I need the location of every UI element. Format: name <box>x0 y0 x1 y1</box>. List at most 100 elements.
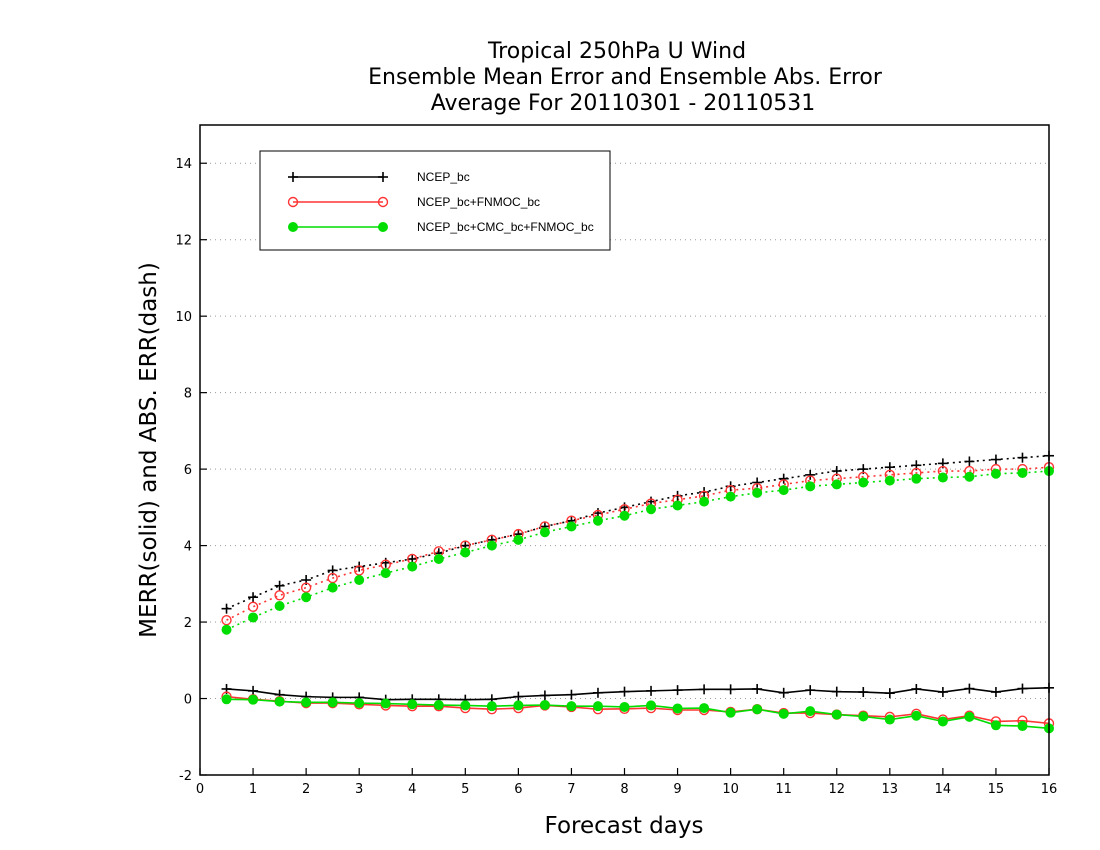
plus-marker <box>858 687 869 698</box>
x-tick-label: 3 <box>355 782 363 797</box>
abs-err-line <box>226 466 1050 621</box>
filled-circle-marker <box>248 694 259 705</box>
plus-marker <box>937 687 948 698</box>
filled-circle-marker <box>327 582 338 593</box>
x-tick-label: 0 <box>196 782 204 797</box>
filled-circle-marker <box>725 707 736 718</box>
plus-marker <box>778 687 789 698</box>
filled-circle-marker <box>380 568 391 579</box>
filled-circle-marker <box>725 491 736 502</box>
plus-marker <box>1017 683 1028 694</box>
y-tick-label: 8 <box>184 387 192 402</box>
filled-circle-marker <box>990 468 1001 479</box>
filled-circle-marker <box>964 471 975 482</box>
plus-marker <box>646 685 657 696</box>
filled-circle-marker <box>805 481 816 492</box>
filled-circle-marker <box>407 561 418 572</box>
open-circle-marker <box>247 601 259 612</box>
filled-circle-marker <box>288 222 298 232</box>
chart-title-line-3: Average For 20110301 - 20110531 <box>431 91 816 116</box>
plus-marker <box>274 580 285 591</box>
filled-circle-marker <box>646 504 657 515</box>
plus-marker <box>990 687 1001 698</box>
x-tick-label: 14 <box>935 782 952 797</box>
plus-marker <box>752 477 763 488</box>
filled-circle-marker <box>380 698 391 709</box>
x-tick-label: 1 <box>249 782 257 797</box>
abs-err-line <box>226 454 1050 610</box>
filled-circle-marker <box>274 696 285 707</box>
open-circle-marker <box>221 614 232 626</box>
merr-line <box>226 695 1050 725</box>
open-circle-marker <box>353 565 365 576</box>
x-tick-label: 9 <box>673 782 681 797</box>
y-tick-label: 0 <box>184 693 192 708</box>
plus-marker <box>699 684 710 695</box>
filled-circle-marker <box>937 472 948 483</box>
abs-err-line <box>226 470 1050 631</box>
open-circle-marker <box>300 582 312 593</box>
filled-circle-marker <box>778 485 789 496</box>
filled-circle-marker <box>354 575 365 585</box>
filled-circle-marker <box>752 487 763 498</box>
plus-marker <box>1017 452 1028 463</box>
filled-circle-marker <box>752 704 763 715</box>
x-axis-label: Forecast days <box>545 813 704 839</box>
filled-circle-marker <box>327 697 338 708</box>
filled-circle-marker <box>778 708 789 719</box>
filled-circle-marker <box>619 701 630 712</box>
filled-circle-marker <box>433 553 444 564</box>
open-circle-marker <box>377 196 389 208</box>
plus-marker <box>990 454 1001 465</box>
x-tick-label: 16 <box>1041 782 1058 797</box>
filled-circle-marker <box>858 477 869 488</box>
filled-circle-marker <box>301 697 312 708</box>
y-tick-label: 14 <box>175 157 192 172</box>
series-markers <box>221 450 1055 734</box>
legend-label: NCEP_bc+CMC_bc+FNMOC_bc <box>417 220 594 234</box>
filled-circle-marker <box>460 700 471 711</box>
filled-circle-marker <box>592 701 603 712</box>
x-tick-label: 7 <box>567 782 575 797</box>
plus-marker <box>288 172 298 182</box>
plus-marker <box>248 592 259 603</box>
x-tick-label: 13 <box>882 782 899 797</box>
filled-circle-marker <box>221 624 232 635</box>
filled-circle-marker <box>831 709 842 720</box>
legend-label: NCEP_bc+FNMOC_bc <box>417 195 540 209</box>
filled-circle-marker <box>592 515 603 526</box>
filled-circle-marker <box>699 703 710 714</box>
plus-marker <box>566 689 577 700</box>
plus-marker <box>221 603 232 614</box>
filled-circle-marker <box>566 521 577 532</box>
filled-circle-marker <box>858 711 869 722</box>
filled-circle-marker <box>433 700 444 711</box>
filled-circle-marker <box>672 703 683 714</box>
plus-marker <box>672 685 683 696</box>
x-tick-label: 5 <box>461 782 469 797</box>
plus-marker <box>805 685 816 696</box>
x-tick-label: 11 <box>775 782 792 797</box>
y-axis-label: MERR(solid) and ABS. ERR(dash) <box>136 262 162 638</box>
filled-circle-marker <box>460 547 471 558</box>
x-tick-label: 8 <box>620 782 628 797</box>
filled-circle-marker <box>672 500 683 511</box>
open-circle-marker <box>327 572 338 584</box>
y-tick-label: 10 <box>175 310 192 325</box>
x-tick-label: 15 <box>988 782 1005 797</box>
filled-circle-marker <box>699 496 710 507</box>
filled-circle-marker <box>566 701 577 712</box>
filled-circle-marker <box>911 710 922 721</box>
filled-circle-marker <box>248 612 259 623</box>
plus-marker <box>513 691 524 702</box>
legend: NCEP_bc NCEP_bc+FNMOC_bc NCEP_bc+CMC_bc+FN… <box>259 150 611 251</box>
series-lines <box>226 454 1050 730</box>
filled-circle-marker <box>513 700 524 711</box>
x-tick-label: 2 <box>302 782 310 797</box>
plus-marker <box>884 688 895 699</box>
plus-marker <box>752 683 763 694</box>
filled-circle-marker <box>831 479 842 490</box>
x-tick-label: 4 <box>408 782 416 797</box>
plus-marker <box>378 172 388 182</box>
